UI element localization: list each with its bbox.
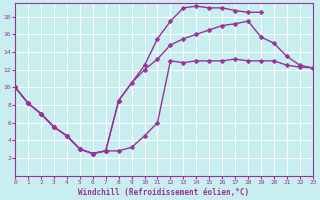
X-axis label: Windchill (Refroidissement éolien,°C): Windchill (Refroidissement éolien,°C) bbox=[78, 188, 250, 197]
